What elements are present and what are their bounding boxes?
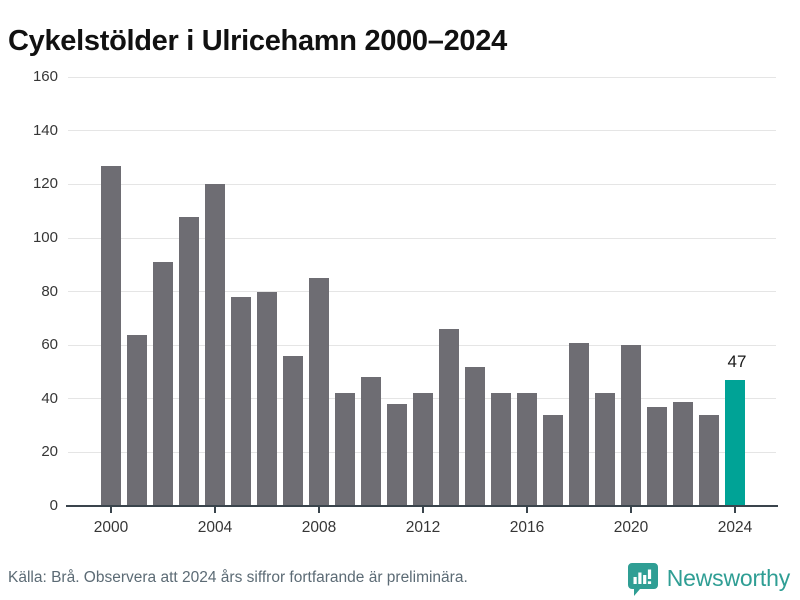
bar-2019 (595, 393, 615, 506)
bar-2024 (725, 380, 745, 506)
gridline-80 (68, 291, 776, 293)
y-axis-label-160: 160 (32, 68, 58, 86)
bar-2016 (517, 393, 537, 506)
y-axis-label-40: 40 (41, 389, 58, 407)
x-axis-label-2016: 2016 (509, 519, 545, 536)
y-axis-label-0: 0 (49, 497, 58, 514)
bar-2010 (361, 377, 381, 506)
highlight-value-label: 47 (727, 352, 747, 372)
bar-2013 (439, 329, 459, 506)
x-axis-label-2008: 2008 (301, 519, 337, 536)
x-axis-label-2020: 2020 (613, 519, 649, 536)
bar-2004 (205, 184, 225, 506)
bar-2023 (699, 414, 719, 506)
bar-2009 (335, 393, 355, 506)
x-axis-tick-2008 (318, 507, 320, 513)
gridline-60 (68, 344, 776, 346)
x-axis-label-2012: 2012 (405, 519, 441, 536)
bar-2020 (621, 345, 641, 506)
y-axis-label-120: 120 (32, 175, 58, 193)
y-axis-label-140: 140 (32, 121, 58, 139)
gridline-160 (68, 76, 776, 78)
x-axis-line (66, 505, 778, 507)
bar-2000 (101, 165, 121, 506)
bar-2008 (309, 278, 329, 506)
x-axis-label-2004: 2004 (197, 519, 233, 536)
bar-2006 (257, 291, 277, 506)
gridline-100 (68, 237, 776, 239)
x-axis-tick-2024 (734, 507, 736, 513)
bar-2002 (153, 262, 173, 506)
bar-2005 (231, 297, 251, 506)
x-axis-label-2000: 2000 (93, 519, 129, 536)
bar-2011 (387, 404, 407, 506)
gridline-120 (68, 183, 776, 185)
newsworthy-logo[interactable]: Newsworthy (627, 560, 790, 596)
bar-chart: 0 20 40 60 80 100 120 140 160 2000 2004 2008 2012 201… (32, 68, 778, 536)
newsworthy-logo-icon (627, 560, 659, 596)
y-axis-label-100: 100 (32, 229, 58, 247)
bar-2022 (673, 401, 693, 506)
bar-2007 (283, 355, 303, 506)
bar-2015 (491, 393, 511, 506)
x-axis-tick-2020 (630, 507, 632, 513)
chart-footer: Källa: Brå. Observera att 2024 års siffr… (0, 556, 800, 600)
bar-2018 (569, 342, 589, 506)
bar-2014 (465, 366, 485, 506)
x-axis-tick-2012 (422, 507, 424, 513)
x-axis-label-2024: 2024 (717, 519, 753, 536)
bar-2001 (127, 334, 147, 506)
y-axis-label-20: 20 (41, 443, 58, 461)
bar-2021 (647, 406, 667, 506)
chart-title: Cykelstölder i Ulricehamn 2000–2024 (8, 25, 507, 58)
x-axis-tick-2016 (526, 507, 528, 513)
bar-2012 (413, 393, 433, 506)
x-axis-tick-2004 (214, 507, 216, 513)
bar-2003 (179, 216, 199, 506)
gridline-140 (68, 130, 776, 132)
newsworthy-wordmark: Newsworthy (666, 564, 790, 591)
bar-2017 (543, 414, 563, 506)
y-axis-label-60: 60 (41, 336, 58, 354)
source-note: Källa: Brå. Observera att 2024 års siffr… (8, 569, 468, 586)
y-axis-label-80: 80 (41, 282, 58, 300)
x-axis-tick-2000 (110, 507, 112, 513)
